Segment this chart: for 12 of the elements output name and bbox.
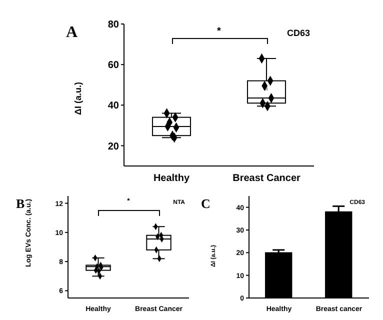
y-tick-label: 80: [108, 20, 120, 31]
y-axis-title: ΔI (a.u.): [73, 82, 84, 115]
annotation: CD63: [286, 28, 310, 38]
y-tick-label: 60: [108, 60, 120, 72]
y-tick-label: 20: [108, 141, 120, 152]
y-tick-label: 40: [108, 100, 120, 112]
x-tick-label: Breast Cancer: [232, 173, 301, 184]
text: C: [201, 196, 210, 212]
x-tick-label: Healthy: [153, 173, 190, 184]
annotation: *: [216, 26, 222, 37]
text: B: [16, 196, 25, 212]
text: A: [66, 24, 78, 42]
